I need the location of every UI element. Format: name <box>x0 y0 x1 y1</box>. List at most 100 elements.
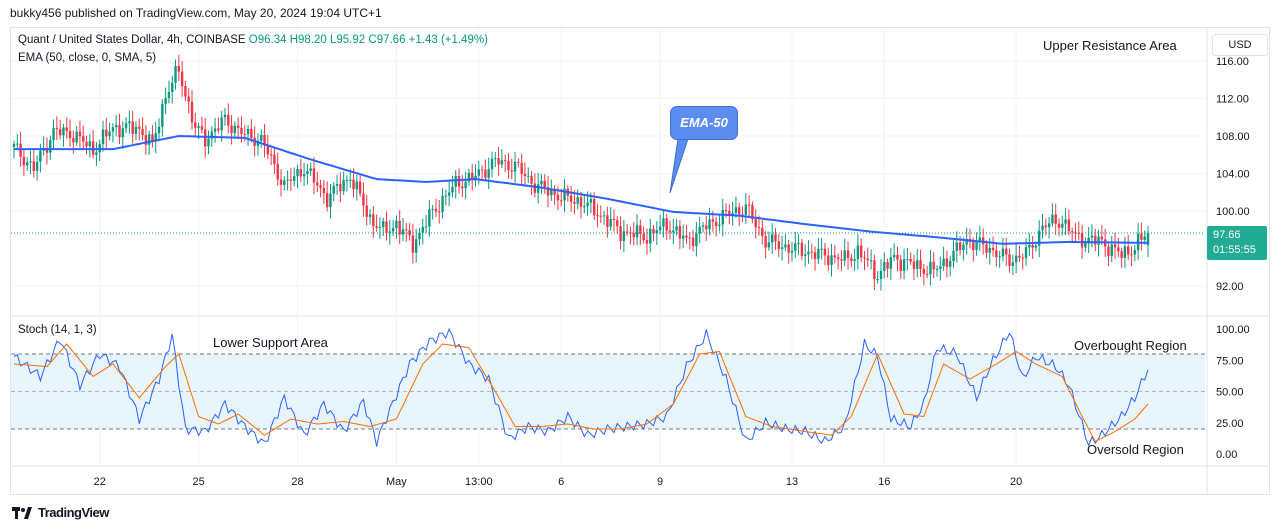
close-value: C97.66 <box>368 34 406 46</box>
candle-body <box>899 259 902 271</box>
candle-body <box>1034 245 1038 248</box>
candle-body <box>227 114 230 126</box>
candle-body <box>728 210 731 215</box>
time-axis-label: 9 <box>657 476 663 488</box>
candle-body <box>1018 255 1021 258</box>
bar-countdown: 01:55:55 <box>1213 244 1256 256</box>
candle-body <box>563 188 566 201</box>
candle-body <box>932 261 935 270</box>
candle-body <box>836 257 840 260</box>
candle-body <box>991 247 995 251</box>
candle-body <box>919 260 922 270</box>
candle-body <box>349 179 352 181</box>
candle-body <box>25 162 29 166</box>
candle-body <box>266 145 270 155</box>
candle-body <box>329 193 332 208</box>
candle-body <box>599 215 602 217</box>
candle-body <box>457 176 461 187</box>
price-axis-label: 100.00 <box>1216 206 1250 218</box>
candle-body <box>401 229 405 235</box>
candle-body <box>731 213 734 215</box>
tradingview-logo-icon <box>12 506 32 519</box>
candle-body <box>194 122 197 128</box>
candle-body <box>883 262 886 271</box>
candle-body <box>850 257 853 261</box>
candle-body <box>543 180 546 188</box>
candle-body <box>902 259 906 271</box>
candle-body <box>889 257 893 269</box>
candle-body <box>154 133 157 142</box>
candle-body <box>22 156 26 166</box>
candle-body <box>685 235 688 238</box>
candle-body <box>1117 247 1120 252</box>
candle-body <box>546 187 550 196</box>
candle-body <box>1090 235 1094 238</box>
candle-body <box>480 169 484 171</box>
candle-body <box>675 226 678 231</box>
candle-body <box>840 259 843 261</box>
candle-body <box>1031 244 1034 248</box>
overbought-label: Overbought Region <box>1074 338 1187 353</box>
candle-body <box>411 235 415 253</box>
candle-body <box>972 242 975 250</box>
time-axis-label: May <box>386 476 407 488</box>
ema-legend[interactable]: EMA (50, close, 0, SMA, 5) <box>18 52 157 64</box>
candle-body <box>230 125 233 134</box>
candle-body <box>1067 219 1071 232</box>
candle-body <box>1028 244 1031 248</box>
candle-body <box>114 125 118 128</box>
candle-body <box>602 215 606 217</box>
candle-body <box>138 126 141 129</box>
candle-body <box>91 141 95 155</box>
stoch-k-line <box>13 327 1149 447</box>
candle-body <box>1077 233 1080 235</box>
footer-brand[interactable]: TradingView <box>12 505 109 520</box>
candle-body <box>236 125 240 128</box>
upper-resistance-label: Upper Resistance Area <box>1043 38 1177 53</box>
candle-body <box>1061 223 1064 228</box>
candle-body <box>447 192 451 196</box>
candle-body <box>494 158 497 160</box>
candle-body <box>807 251 810 255</box>
candle-body <box>1107 246 1110 257</box>
candle-body <box>503 160 507 162</box>
candle-body <box>1005 248 1008 255</box>
candle-body <box>171 82 174 92</box>
candle-body <box>75 131 78 143</box>
symbol-name[interactable]: Quant / United States Dollar, 4h, COINBA… <box>18 34 246 46</box>
candle-body <box>609 218 612 227</box>
candle-body <box>998 256 1001 258</box>
candle-body <box>35 161 39 171</box>
candle-body <box>573 201 576 204</box>
candle-body <box>141 128 144 136</box>
open-value: O96.34 <box>248 34 287 46</box>
price-axis-label: 116.00 <box>1216 56 1249 68</box>
candle-body <box>414 239 418 253</box>
candle-body <box>322 187 326 194</box>
stoch-legend[interactable]: Stoch (14, 1, 3) <box>18 324 97 336</box>
candle-body <box>372 214 375 227</box>
candle-body <box>118 125 121 138</box>
candle-body <box>12 143 16 147</box>
currency-button[interactable]: USD <box>1212 34 1268 56</box>
candle-body <box>632 233 635 238</box>
candle-body <box>391 228 395 232</box>
candle-body <box>975 241 978 250</box>
candle-body <box>296 169 299 177</box>
candle-body <box>147 134 151 145</box>
candle-body <box>217 128 220 131</box>
candle-body <box>1014 255 1018 263</box>
candle-body <box>302 174 306 177</box>
candle-body <box>843 250 846 261</box>
candle-body <box>909 259 912 262</box>
candle-body <box>1054 214 1057 224</box>
candle-body <box>530 175 533 184</box>
candle-body <box>82 136 85 142</box>
candle-body <box>418 232 421 240</box>
candle-body <box>1080 233 1084 248</box>
candle-body <box>688 237 691 239</box>
candle-body <box>207 138 210 147</box>
candle-body <box>424 226 428 228</box>
candle-body <box>111 127 115 132</box>
